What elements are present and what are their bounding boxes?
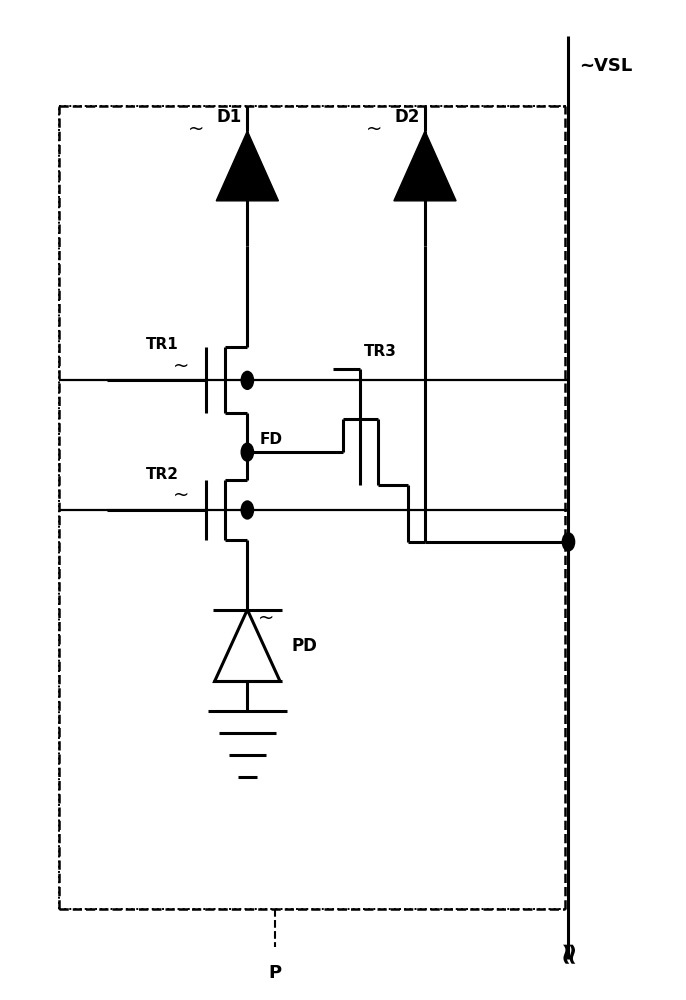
Polygon shape <box>216 131 279 201</box>
Text: ~: ~ <box>340 360 357 379</box>
Text: TR1: TR1 <box>146 337 179 352</box>
Text: PD: PD <box>292 637 318 655</box>
Text: ~: ~ <box>173 356 189 375</box>
Polygon shape <box>394 131 456 201</box>
Text: ~: ~ <box>259 609 274 628</box>
Circle shape <box>241 371 254 389</box>
Text: TR3: TR3 <box>364 344 397 359</box>
Text: FD: FD <box>259 432 283 447</box>
Text: P: P <box>268 964 281 982</box>
Circle shape <box>241 501 254 519</box>
Circle shape <box>241 443 254 461</box>
Text: ≈: ≈ <box>554 938 583 963</box>
Text: ~: ~ <box>188 120 204 139</box>
Text: D2: D2 <box>394 108 420 126</box>
Text: D1: D1 <box>217 108 242 126</box>
Text: ~VSL: ~VSL <box>579 57 632 75</box>
Text: TR2: TR2 <box>146 467 179 482</box>
Text: ~: ~ <box>366 120 382 139</box>
Text: ~: ~ <box>173 486 189 505</box>
Circle shape <box>563 533 575 551</box>
